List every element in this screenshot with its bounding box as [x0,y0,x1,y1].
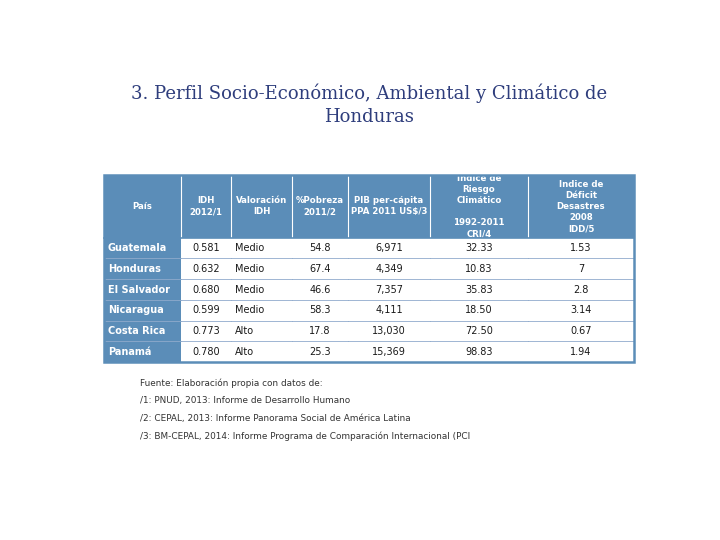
Text: 98.83: 98.83 [465,347,492,357]
Bar [348,259,430,279]
Text: 3. Perfil Socio-Económico, Ambiental y Climático de: 3. Perfil Socio-Económico, Ambiental y C… [131,84,607,103]
Text: 17.8: 17.8 [309,326,330,336]
Text: Honduras: Honduras [108,264,161,274]
Bar [430,259,528,279]
Text: 0.773: 0.773 [192,326,220,336]
Text: 32.33: 32.33 [465,243,492,253]
Text: /3: BM-CEPAL, 2014: Informe Programa de Comparación Internacional (PCI: /3: BM-CEPAL, 2014: Informe Programa de … [140,431,470,441]
Bar [348,321,430,341]
Bar [181,238,231,259]
Text: 13,030: 13,030 [372,326,406,336]
Bar [104,259,181,279]
Bar [528,259,634,279]
Text: Medio: Medio [235,285,264,294]
Text: 0.599: 0.599 [192,305,220,315]
Text: 58.3: 58.3 [309,305,330,315]
Text: Medio: Medio [235,264,264,274]
Text: 0.680: 0.680 [192,285,220,294]
Text: 46.6: 46.6 [310,285,330,294]
Bar [181,321,231,341]
Bar [231,300,292,321]
Text: Nicaragua: Nicaragua [108,305,163,315]
Text: Indice de
Déficit
Desastres
2008
IDD/5: Indice de Déficit Desastres 2008 IDD/5 [557,180,606,233]
Text: 0.67: 0.67 [570,326,592,336]
Bar [528,300,634,321]
Text: 7: 7 [578,264,584,274]
Bar [292,279,348,300]
Text: Fuente: Elaboración propia con datos de:: Fuente: Elaboración propia con datos de: [140,379,323,388]
Bar [430,279,528,300]
Bar [430,321,528,341]
Text: 25.3: 25.3 [309,347,330,357]
Bar [430,300,528,321]
Bar [104,175,634,238]
Bar [104,238,181,259]
Text: 1.94: 1.94 [570,347,592,357]
Text: 1.53: 1.53 [570,243,592,253]
Text: 3.14: 3.14 [570,305,592,315]
Text: %Pobreza
2011/2: %Pobreza 2011/2 [296,196,344,217]
Text: Medio: Medio [235,243,264,253]
Text: 4,111: 4,111 [375,305,402,315]
Text: 15,369: 15,369 [372,347,406,357]
Bar [430,238,528,259]
Bar [348,279,430,300]
Text: Costa Rica: Costa Rica [108,326,165,336]
Text: 0.780: 0.780 [192,347,220,357]
Text: Alto: Alto [235,326,253,336]
Bar [104,175,634,362]
Text: 35.83: 35.83 [465,285,492,294]
Bar [528,279,634,300]
Bar [181,259,231,279]
Text: 54.8: 54.8 [309,243,330,253]
Bar [528,341,634,362]
Bar [104,321,181,341]
Bar [292,341,348,362]
Text: 4,349: 4,349 [375,264,402,274]
Text: Valoración
IDH: Valoración IDH [236,196,287,217]
Text: 18.50: 18.50 [465,305,492,315]
Text: 7,357: 7,357 [375,285,403,294]
Bar [348,238,430,259]
Text: /1: PNUD, 2013: Informe de Desarrollo Humano: /1: PNUD, 2013: Informe de Desarrollo Hu… [140,396,351,405]
Bar [292,259,348,279]
Bar [231,238,292,259]
Text: /2: CEPAL, 2013: Informe Panorama Social de América Latina: /2: CEPAL, 2013: Informe Panorama Social… [140,414,411,423]
Bar [181,341,231,362]
Bar [292,300,348,321]
Bar [292,238,348,259]
Bar [231,321,292,341]
Bar [181,279,231,300]
Bar [231,341,292,362]
Text: 2.8: 2.8 [573,285,589,294]
Bar [231,279,292,300]
Text: El Salvador: El Salvador [108,285,170,294]
Text: 72.50: 72.50 [465,326,493,336]
Bar [528,238,634,259]
Text: PIB per-cápita
PPA 2011 US$/3: PIB per-cápita PPA 2011 US$/3 [351,196,427,217]
Text: 0.632: 0.632 [192,264,220,274]
Text: 10.83: 10.83 [465,264,492,274]
Bar [430,341,528,362]
Bar [348,300,430,321]
Bar [292,321,348,341]
Bar [104,341,181,362]
Text: 6,971: 6,971 [375,243,402,253]
Bar [104,300,181,321]
Bar [348,341,430,362]
Text: Medio: Medio [235,305,264,315]
Text: País: País [132,202,153,211]
Bar [528,321,634,341]
Text: IDH
2012/1: IDH 2012/1 [189,196,222,217]
Text: Guatemala: Guatemala [108,243,167,253]
Bar [181,300,231,321]
Text: 67.4: 67.4 [309,264,330,274]
Bar [231,259,292,279]
Text: Indice de
Riesgo
Climático

1992-2011
CRI/4: Indice de Riesgo Climático 1992-2011 CRI… [454,174,505,239]
Text: Panamá: Panamá [108,347,151,357]
Text: Alto: Alto [235,347,253,357]
Bar [104,279,181,300]
Text: 0.581: 0.581 [192,243,220,253]
Text: Honduras: Honduras [324,109,414,126]
